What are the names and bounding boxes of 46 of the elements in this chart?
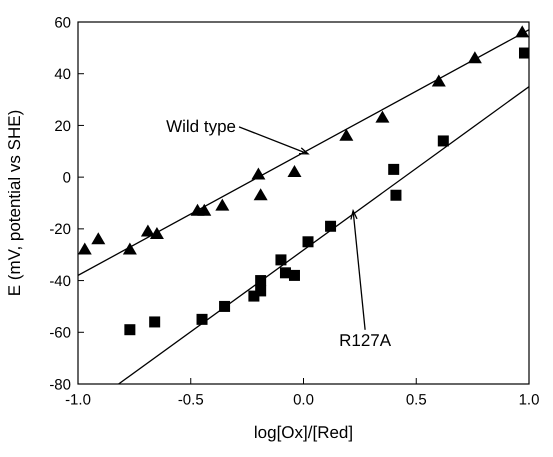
y-tick-label: -40 <box>49 272 71 290</box>
y-tick-label: -60 <box>49 324 71 342</box>
point <box>287 164 302 177</box>
point <box>390 190 402 201</box>
point <box>468 51 482 64</box>
x-tick-label: -1.0 <box>65 392 91 409</box>
point <box>124 324 136 336</box>
point <box>149 316 160 328</box>
x-tick-label: 1.0 <box>518 392 540 409</box>
y-axis-title: E (mV, potential vs SHE) <box>5 110 24 296</box>
point <box>255 285 266 296</box>
point <box>438 135 449 146</box>
y-tick-label: 0 <box>62 169 71 186</box>
point <box>150 227 164 240</box>
x-tick-label: 0.5 <box>406 392 427 409</box>
point <box>302 236 314 248</box>
point <box>219 300 230 312</box>
point <box>197 204 212 216</box>
y-tick-label: 20 <box>54 118 71 135</box>
point <box>255 275 266 286</box>
annotation: R127A <box>339 330 392 350</box>
point <box>515 25 529 38</box>
point <box>518 48 529 59</box>
point <box>215 198 230 211</box>
point <box>196 314 208 325</box>
point <box>388 164 400 175</box>
point <box>339 128 354 141</box>
point <box>91 232 106 244</box>
x-tick-label: 0.0 <box>293 392 314 409</box>
annotation: Wild type <box>166 116 236 136</box>
point <box>122 242 137 255</box>
x-axis-title: log[Ox]/[Red] <box>254 423 354 442</box>
point <box>78 242 92 255</box>
point <box>254 188 268 200</box>
y-tick-label: 40 <box>54 66 71 84</box>
x-tick-label: -0.5 <box>178 392 204 409</box>
point <box>251 168 266 180</box>
point <box>432 74 446 86</box>
point <box>325 220 336 232</box>
point <box>275 254 286 266</box>
point <box>140 224 155 236</box>
y-tick-label: -20 <box>49 221 71 238</box>
y-tick-label: -80 <box>49 376 71 394</box>
y-tick-label: 60 <box>54 14 71 32</box>
point <box>288 270 300 281</box>
point <box>375 110 390 123</box>
